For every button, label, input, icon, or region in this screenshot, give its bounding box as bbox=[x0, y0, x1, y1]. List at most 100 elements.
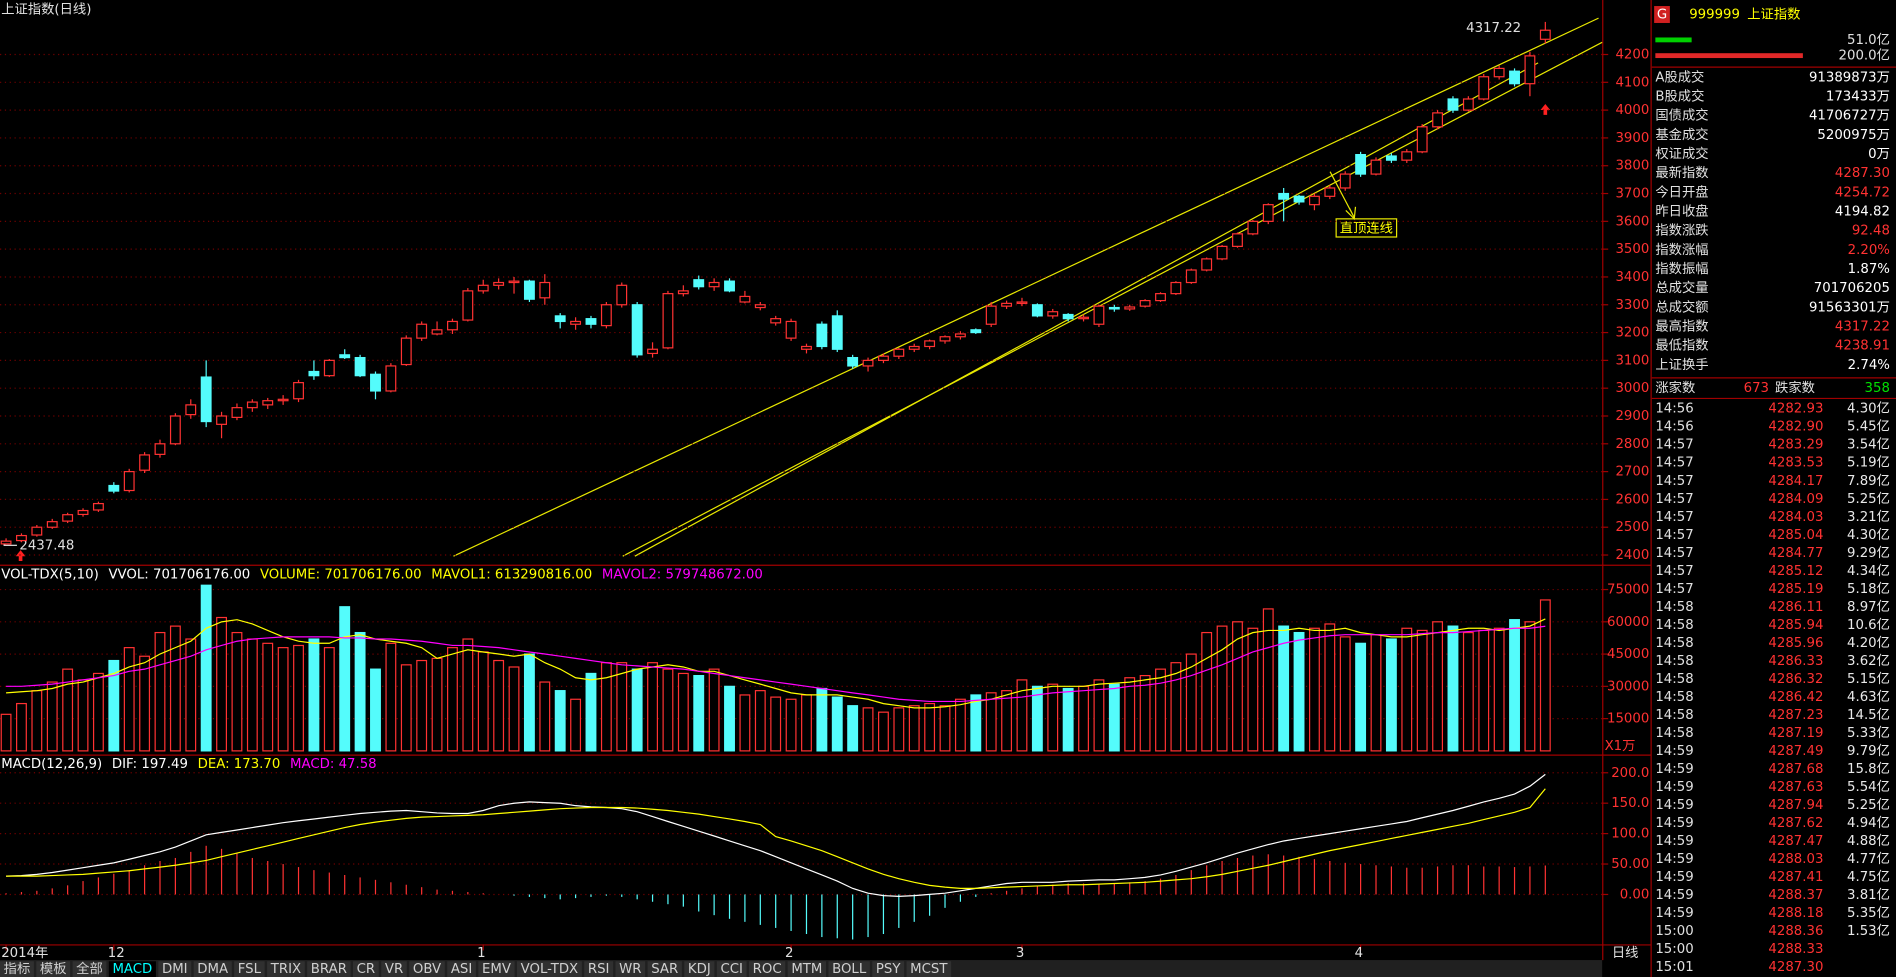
volume-bar bbox=[1124, 677, 1136, 752]
candle-body bbox=[400, 337, 412, 366]
tab[interactable]: 模板 bbox=[36, 961, 71, 977]
candle-body bbox=[1016, 301, 1028, 304]
tab[interactable]: FSL bbox=[234, 961, 265, 977]
volume-bar bbox=[816, 687, 828, 752]
tick-time: 14:57 bbox=[1655, 492, 1693, 507]
candle-body bbox=[293, 382, 304, 400]
volume-bar bbox=[1539, 599, 1551, 752]
tab[interactable]: DMI bbox=[158, 961, 192, 977]
tab[interactable]: ASI bbox=[447, 961, 476, 977]
tab[interactable]: OBV bbox=[409, 961, 445, 977]
tab-label[interactable]: CCI bbox=[720, 962, 742, 977]
tab-label[interactable]: BRAR bbox=[311, 962, 347, 977]
stat-value: 91563301万 bbox=[1809, 300, 1890, 315]
volume-bar bbox=[785, 698, 797, 752]
tab-label[interactable]: OBV bbox=[413, 962, 441, 977]
tab[interactable]: WR bbox=[615, 961, 646, 977]
tab-label[interactable]: CR bbox=[357, 962, 376, 977]
tick-volume: 5.15亿 bbox=[1847, 671, 1890, 687]
candle-body bbox=[1539, 29, 1551, 40]
volume-bar bbox=[323, 647, 335, 752]
tab-label[interactable]: 指标 bbox=[4, 961, 31, 977]
tab[interactable]: TRIX bbox=[267, 961, 305, 977]
candle-body bbox=[339, 354, 351, 359]
tick-volume: 5.19亿 bbox=[1847, 455, 1890, 471]
tab-label[interactable]: DMI bbox=[162, 962, 188, 977]
tab-label[interactable]: TRIX bbox=[270, 962, 301, 977]
tab[interactable]: RSI bbox=[584, 961, 614, 977]
y-tick-label: 2500 bbox=[1615, 520, 1649, 535]
tab[interactable]: 指标 bbox=[0, 961, 34, 977]
tab-label[interactable]: 模板 bbox=[40, 961, 67, 977]
tab-label[interactable]: FSL bbox=[238, 962, 262, 977]
candle-body bbox=[323, 359, 335, 377]
tab-label[interactable]: SAR bbox=[651, 962, 678, 977]
tab-label[interactable]: ASI bbox=[451, 962, 472, 977]
tab[interactable]: CCI bbox=[716, 961, 747, 977]
tab-label[interactable]: MTM bbox=[791, 962, 822, 977]
candle-body bbox=[1339, 173, 1351, 189]
tab[interactable]: KDJ bbox=[684, 961, 715, 977]
stat-label: 昨日收盘 bbox=[1655, 203, 1708, 220]
volume-bar bbox=[231, 631, 243, 752]
high-label: 4317.22 bbox=[1466, 21, 1521, 36]
tab[interactable]: BRAR bbox=[307, 961, 351, 977]
tab[interactable]: MACD bbox=[108, 961, 156, 977]
volume-bar bbox=[16, 702, 27, 752]
tab-label[interactable]: MACD bbox=[112, 962, 152, 977]
tick-volume: 5.18亿 bbox=[1847, 581, 1890, 597]
tab[interactable]: 全部 bbox=[72, 960, 107, 977]
volume-bar bbox=[1047, 683, 1059, 752]
tab-label[interactable]: DMA bbox=[197, 962, 228, 977]
candle-body bbox=[693, 279, 705, 288]
candle-body bbox=[1093, 305, 1105, 325]
candle-body bbox=[139, 454, 151, 471]
tab-label[interactable]: MCST bbox=[910, 962, 948, 977]
tab[interactable]: SAR bbox=[647, 961, 682, 977]
tick-time: 14:58 bbox=[1655, 690, 1693, 705]
volume-bar bbox=[616, 662, 628, 752]
volume-bar bbox=[908, 705, 920, 752]
tick-time: 14:59 bbox=[1655, 852, 1693, 867]
candle-body bbox=[185, 404, 197, 416]
tab[interactable]: BOLL bbox=[828, 961, 870, 977]
candle-body bbox=[1524, 55, 1536, 85]
tab[interactable]: CR bbox=[353, 961, 379, 977]
volume-bar bbox=[139, 655, 151, 752]
tab[interactable]: VR bbox=[381, 961, 407, 977]
candle-body bbox=[970, 329, 982, 334]
tab-label[interactable]: VR bbox=[385, 962, 403, 977]
tab-label[interactable]: ROC bbox=[753, 962, 782, 977]
tick-time: 14:57 bbox=[1655, 474, 1693, 489]
tab-label[interactable]: BOLL bbox=[832, 962, 867, 977]
tab[interactable]: ROC bbox=[749, 961, 786, 977]
tab-label[interactable]: EMV bbox=[482, 962, 511, 977]
tick-price: 4287.19 bbox=[1768, 726, 1823, 741]
tab[interactable]: MCST bbox=[906, 961, 952, 977]
candle-body bbox=[554, 315, 566, 323]
y-tick-label: 2700 bbox=[1615, 465, 1649, 480]
candle-body bbox=[16, 534, 27, 542]
volume-bar bbox=[200, 584, 212, 752]
candle-body bbox=[77, 509, 89, 516]
tick-volume: 5.35亿 bbox=[1847, 905, 1890, 921]
stat-label: 指数振幅 bbox=[1655, 261, 1708, 277]
tick-volume: 1.53亿 bbox=[1847, 923, 1890, 939]
volume-bar bbox=[1509, 619, 1520, 752]
tab[interactable]: MTM bbox=[787, 961, 827, 977]
tab-label[interactable]: WR bbox=[619, 962, 641, 977]
tab-label[interactable]: RSI bbox=[588, 962, 610, 977]
tab[interactable]: DMA bbox=[193, 961, 232, 977]
tab[interactable]: PSY bbox=[872, 961, 905, 977]
stat-value: 91389873万 bbox=[1809, 70, 1890, 85]
tick-price: 4287.62 bbox=[1768, 816, 1823, 831]
y-tick-label: 60000 bbox=[1607, 615, 1649, 630]
candle-body bbox=[924, 340, 936, 348]
tab-label[interactable]: KDJ bbox=[688, 962, 711, 977]
tick-time: 14:59 bbox=[1655, 780, 1693, 795]
tab-label[interactable]: PSY bbox=[876, 962, 901, 977]
tab-label[interactable]: 全部 bbox=[76, 960, 103, 977]
tab[interactable]: VOL-TDX bbox=[516, 961, 582, 977]
tab-label[interactable]: VOL-TDX bbox=[521, 962, 579, 977]
tab[interactable]: EMV bbox=[478, 961, 515, 977]
